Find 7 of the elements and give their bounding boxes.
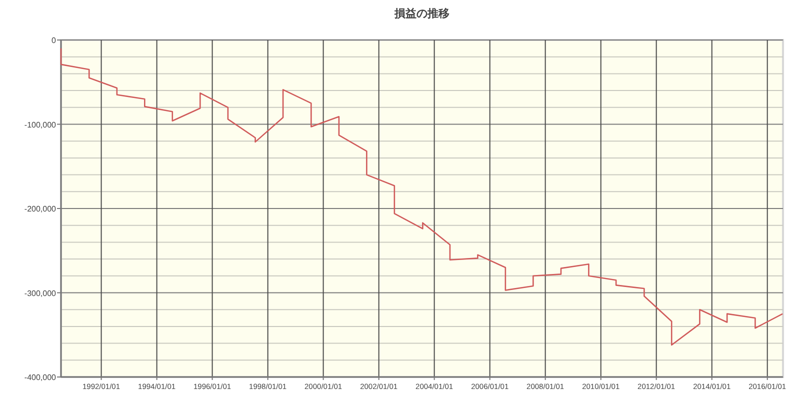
chart-title: 損益の推移 <box>394 7 450 20</box>
y-tick-label: -400,000 <box>24 373 57 382</box>
y-tick-label: -100,000 <box>24 120 57 130</box>
y-tick-label: 0 <box>52 36 57 45</box>
y-tick-label: -300,000 <box>24 288 57 298</box>
y-tick-label: -200,000 <box>24 204 57 214</box>
line-series <box>60 48 784 346</box>
